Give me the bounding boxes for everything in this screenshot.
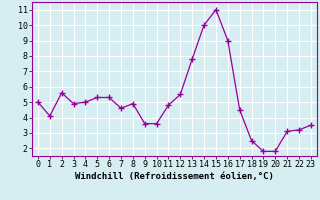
X-axis label: Windchill (Refroidissement éolien,°C): Windchill (Refroidissement éolien,°C) [75, 172, 274, 181]
